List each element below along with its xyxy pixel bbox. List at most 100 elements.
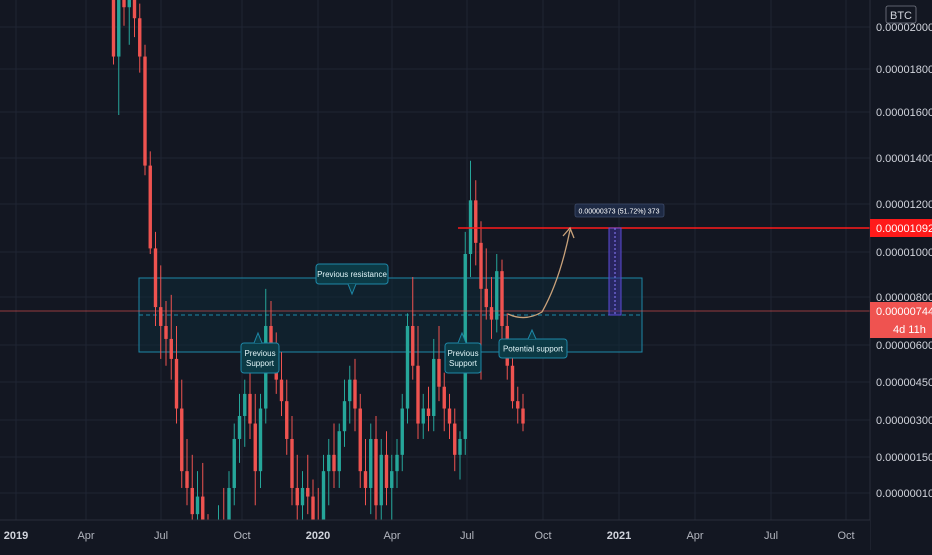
candle-body — [174, 358, 179, 409]
candle-body — [474, 200, 478, 243]
annotation-text: Previous — [447, 349, 478, 358]
candle-body — [500, 271, 504, 326]
price-tick-label: 0.00002000 — [876, 22, 932, 34]
candle-body — [122, 0, 126, 8]
time-tick-label: 2021 — [607, 530, 631, 542]
candle-body — [411, 325, 415, 366]
candle-body — [426, 408, 431, 416]
candle-body — [353, 379, 357, 409]
candle-body — [421, 408, 425, 424]
candle-body — [442, 386, 446, 409]
time-tick-label: Jul — [154, 530, 168, 542]
candle-body — [390, 471, 394, 488]
time-tick-label: Oct — [534, 530, 551, 542]
candle-body — [432, 358, 436, 416]
price-tick-label: 0.00001600 — [876, 107, 932, 119]
price-tick-label: 0.00000150 — [876, 452, 932, 464]
candle-body — [232, 438, 236, 488]
candle-body — [395, 454, 399, 472]
measure-label-box — [574, 203, 665, 218]
candle-body — [159, 307, 163, 326]
time-tick-label: Apr — [383, 530, 400, 542]
candle-body — [453, 423, 457, 455]
horizontal-lines — [0, 227, 870, 312]
time-tick-label: Jul — [460, 530, 474, 542]
candle-body — [117, 0, 121, 57]
candle-body — [384, 454, 389, 488]
candle-body — [295, 487, 299, 506]
candle-body — [348, 379, 352, 402]
candle-body — [437, 358, 441, 387]
candle-body — [363, 471, 368, 488]
candles — [111, 0, 525, 555]
candle-body — [279, 379, 284, 402]
annotation-text: Potential support — [503, 345, 564, 354]
candle-body — [143, 56, 147, 166]
time-tick-label: Oct — [233, 530, 250, 542]
candle-body — [237, 415, 242, 439]
current-price-tag — [870, 302, 932, 338]
candle-body — [516, 401, 520, 409]
candle-body — [306, 487, 310, 497]
candle-body — [180, 408, 184, 472]
time-tick-label: 2019 — [4, 530, 28, 542]
currency-badge[interactable] — [885, 5, 917, 24]
candle-body — [400, 408, 404, 455]
resistance-price-tag — [870, 219, 932, 237]
annotation-text: Support — [246, 359, 275, 368]
candle-body — [489, 307, 494, 320]
price-axis-bg — [870, 0, 932, 550]
price-tick-label: 0.00000300 — [876, 415, 932, 427]
candle-body — [258, 408, 263, 472]
candle-body — [379, 454, 383, 506]
price-tick-label: 0.00001800 — [876, 64, 932, 76]
candle-body — [195, 496, 200, 515]
time-tick-label: Apr — [77, 530, 94, 542]
candle-body — [285, 401, 289, 439]
time-tick-label: 2020 — [306, 530, 330, 542]
candle-body — [337, 431, 341, 472]
annotation-tip — [253, 331, 263, 344]
candle-body — [327, 454, 331, 472]
candle-body — [369, 438, 373, 488]
annotation-box — [240, 342, 280, 374]
candle-body — [521, 408, 525, 424]
candle-body — [479, 242, 483, 289]
time-axis-bg — [0, 520, 870, 550]
candle-body — [127, 0, 131, 8]
candle-body — [416, 365, 420, 424]
candle-body — [132, 0, 137, 19]
measure-tool: 0.00000373 (51.72%) 373 — [507, 203, 665, 319]
annotation-potential-support[interactable]: Potential support — [498, 328, 568, 359]
candle-body — [374, 438, 378, 506]
annotation-tip — [457, 331, 467, 344]
candle-body — [342, 401, 347, 432]
candle-body — [153, 248, 158, 308]
candle-body — [321, 471, 326, 542]
candle-body — [227, 487, 231, 542]
candle-body — [148, 165, 152, 249]
price-tick-label: 0.00001200 — [876, 199, 932, 211]
candle-body — [243, 393, 247, 416]
candle-body — [190, 487, 194, 515]
candle-body — [405, 325, 410, 409]
candle-body — [111, 0, 116, 57]
annotation-box — [444, 342, 482, 374]
annotation-text: Previous resistance — [317, 270, 387, 279]
candle-body — [269, 325, 273, 359]
price-tick-label: 0.00000010 — [876, 488, 932, 500]
price-tick-label: 0.00001000 — [876, 247, 932, 259]
resistance-price-label: 0.00001092 — [876, 223, 932, 235]
candle-body — [201, 496, 205, 533]
annotation-previous-resistance[interactable]: Previous resistance — [315, 263, 389, 296]
current-price-label: 0.00000744 — [876, 306, 932, 318]
time-tick-label: Oct — [837, 530, 854, 542]
candle-body — [358, 408, 362, 472]
candle-body — [300, 487, 305, 506]
